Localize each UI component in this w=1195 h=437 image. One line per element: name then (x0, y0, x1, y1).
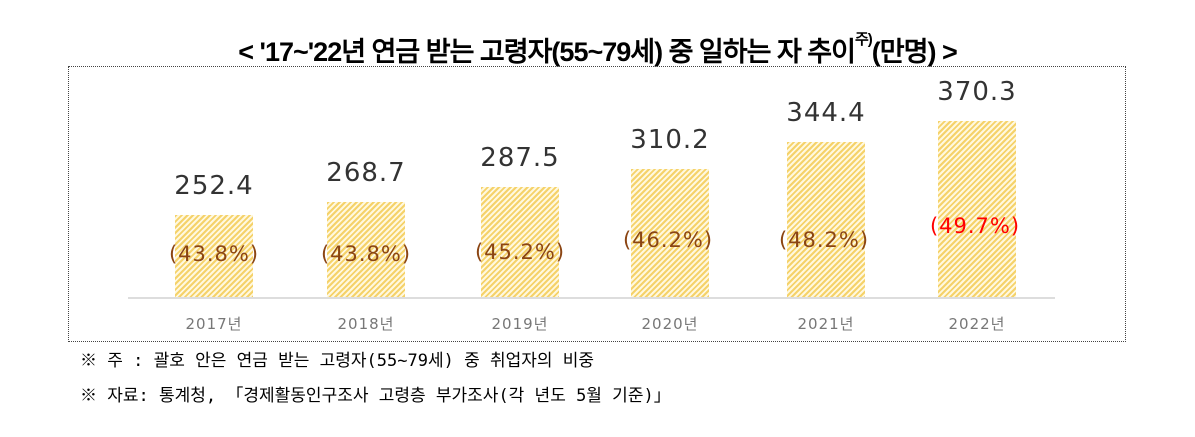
value-label: 268.7 (326, 158, 406, 189)
bar-2018년 (327, 202, 405, 297)
x-axis-line (128, 297, 1055, 299)
chart-frame (68, 66, 1126, 342)
share-label: (46.2%) (622, 228, 714, 252)
x-tick-label: 2022년 (948, 315, 1006, 333)
x-tick-label: 2020년 (641, 315, 699, 333)
share-label: (45.2%) (474, 240, 566, 264)
source-note: ※ 자료: 통계청, 「경제활동인구조사 고령층 부가조사(각 년도 5월 기준… (80, 386, 671, 406)
title-unit: (만명) > (871, 37, 958, 67)
share-label: (43.8%) (168, 242, 260, 266)
value-label: 287.5 (480, 143, 560, 174)
value-label: 310.2 (630, 125, 710, 156)
value-label: 252.4 (174, 171, 254, 202)
bar-2020년 (631, 169, 709, 297)
bar-2022년 (938, 121, 1016, 297)
bar-2019년 (481, 187, 559, 297)
bar-2021년 (787, 142, 865, 297)
x-tick-label: 2017년 (185, 315, 243, 333)
value-label: 370.3 (937, 77, 1017, 108)
x-tick-label: 2018년 (337, 315, 395, 333)
bar-2017년 (175, 215, 253, 297)
value-label: 344.4 (786, 98, 866, 129)
x-tick-label: 2019년 (491, 315, 549, 333)
title-text: < '17~'22년 연금 받는 고령자(55~79세) 중 일하는 자 추이 (238, 37, 856, 67)
share-label: (49.7%) (929, 214, 1021, 238)
chart-title: < '17~'22년 연금 받는 고령자(55~79세) 중 일하는 자 추이주… (0, 30, 1195, 69)
share-label: (48.2%) (778, 228, 870, 252)
share-label: (43.8%) (320, 242, 412, 266)
title-footnote-mark: 주) (854, 31, 873, 48)
x-tick-label: 2021년 (797, 315, 855, 333)
footnote: ※ 주 : 괄호 안은 연금 받는 고령자(55~79세) 중 취업자의 비중 (80, 351, 595, 371)
